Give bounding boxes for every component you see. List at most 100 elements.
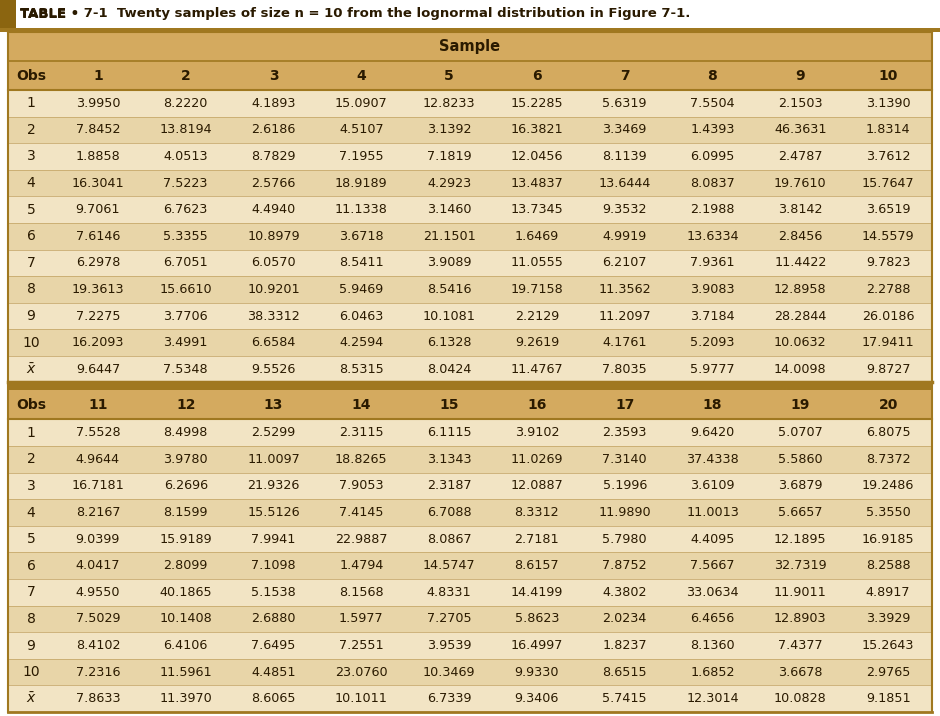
- Bar: [8, 223, 932, 250]
- Text: 1: 1: [26, 426, 36, 440]
- Text: 1.4794: 1.4794: [339, 559, 384, 572]
- Text: 17.9411: 17.9411: [862, 336, 915, 349]
- Text: 2.1988: 2.1988: [690, 203, 735, 216]
- Text: 8.5315: 8.5315: [339, 363, 384, 376]
- Text: 5: 5: [26, 532, 36, 546]
- Text: 2.8099: 2.8099: [164, 559, 208, 572]
- Text: 6.0995: 6.0995: [690, 150, 735, 163]
- Text: 38.3312: 38.3312: [247, 309, 300, 322]
- Text: 5.8623: 5.8623: [515, 612, 559, 626]
- Text: 9.7061: 9.7061: [75, 203, 120, 216]
- Text: 6.2696: 6.2696: [164, 480, 208, 493]
- Text: 2.9765: 2.9765: [866, 666, 910, 679]
- Text: 23.0760: 23.0760: [335, 666, 387, 679]
- Text: 8.1599: 8.1599: [164, 506, 208, 519]
- Text: 11.4422: 11.4422: [775, 256, 826, 269]
- Text: 11.3562: 11.3562: [599, 283, 651, 296]
- Text: 5.7415: 5.7415: [603, 692, 647, 705]
- Text: 8.0424: 8.0424: [427, 363, 471, 376]
- Bar: [8, 250, 932, 276]
- Text: 2: 2: [26, 123, 36, 137]
- Text: 2.8456: 2.8456: [778, 230, 822, 243]
- Text: 20: 20: [878, 398, 898, 412]
- Text: 4.0417: 4.0417: [75, 559, 120, 572]
- Text: 8.1139: 8.1139: [603, 150, 647, 163]
- Text: 7.8752: 7.8752: [603, 559, 647, 572]
- Text: 12: 12: [176, 398, 196, 412]
- Text: 11.4767: 11.4767: [510, 363, 563, 376]
- Text: 8.4998: 8.4998: [164, 426, 208, 440]
- Text: 13.6334: 13.6334: [686, 230, 739, 243]
- Text: 9.3406: 9.3406: [515, 692, 559, 705]
- Text: 10.8979: 10.8979: [247, 230, 300, 243]
- Text: 11.2097: 11.2097: [599, 309, 651, 322]
- Text: 4.4095: 4.4095: [690, 533, 735, 546]
- Text: 10: 10: [878, 69, 898, 82]
- Text: 8: 8: [26, 612, 36, 626]
- Text: 19.2486: 19.2486: [862, 480, 915, 493]
- Text: 4.8917: 4.8917: [866, 586, 910, 599]
- Text: 3.6879: 3.6879: [778, 480, 822, 493]
- Bar: [8, 61, 932, 90]
- Text: 2.5299: 2.5299: [251, 426, 295, 440]
- Text: 3.4991: 3.4991: [164, 336, 208, 349]
- Text: 3.1460: 3.1460: [427, 203, 471, 216]
- Text: 2.3593: 2.3593: [603, 426, 647, 440]
- Text: 4.9644: 4.9644: [76, 453, 120, 466]
- Text: 7.8633: 7.8633: [75, 692, 120, 705]
- Bar: [8, 356, 932, 382]
- Text: 9.2619: 9.2619: [515, 336, 559, 349]
- Text: 3.6519: 3.6519: [866, 203, 910, 216]
- Text: 8.5416: 8.5416: [427, 283, 471, 296]
- Text: 37.4338: 37.4338: [686, 453, 739, 466]
- Text: 9.6420: 9.6420: [690, 426, 735, 440]
- Text: 8.4102: 8.4102: [75, 639, 120, 652]
- Bar: [8, 659, 932, 685]
- Text: 5.6319: 5.6319: [603, 97, 647, 110]
- Text: 16: 16: [527, 398, 546, 412]
- Text: 2.6186: 2.6186: [251, 123, 296, 136]
- Text: 9.8727: 9.8727: [866, 363, 910, 376]
- Text: 3.9539: 3.9539: [427, 639, 471, 652]
- Text: 5.3550: 5.3550: [866, 506, 911, 519]
- Text: 8.2167: 8.2167: [75, 506, 120, 519]
- Text: 3: 3: [269, 69, 278, 82]
- Bar: [8, 196, 932, 223]
- Text: 9.7823: 9.7823: [866, 256, 910, 269]
- Text: 9: 9: [795, 69, 806, 82]
- Text: 5: 5: [445, 69, 454, 82]
- Bar: [8, 446, 932, 473]
- Text: 6.7051: 6.7051: [164, 256, 208, 269]
- Text: 19: 19: [791, 398, 810, 412]
- Text: 3.9083: 3.9083: [690, 283, 735, 296]
- Text: 8.1568: 8.1568: [339, 586, 384, 599]
- Text: 4.3802: 4.3802: [603, 586, 647, 599]
- Text: 2.6880: 2.6880: [251, 612, 296, 626]
- Text: 46.3631: 46.3631: [774, 123, 826, 136]
- Text: Obs: Obs: [16, 69, 46, 82]
- Text: 6.8075: 6.8075: [866, 426, 911, 440]
- Bar: [8, 632, 932, 659]
- Text: 7.5348: 7.5348: [164, 363, 208, 376]
- Text: 7.4377: 7.4377: [778, 639, 822, 652]
- Bar: [8, 303, 932, 329]
- Text: 7.6146: 7.6146: [76, 230, 120, 243]
- Text: 3.1390: 3.1390: [866, 97, 911, 110]
- Bar: [8, 526, 932, 553]
- Text: 11.0269: 11.0269: [510, 453, 563, 466]
- Text: 7.2705: 7.2705: [427, 612, 472, 626]
- Text: 5.1538: 5.1538: [251, 586, 296, 599]
- Text: 10.0632: 10.0632: [774, 336, 826, 349]
- Text: 5.1996: 5.1996: [603, 480, 647, 493]
- Text: 8.3312: 8.3312: [514, 506, 559, 519]
- Text: 21.9326: 21.9326: [247, 480, 300, 493]
- Text: 40.1865: 40.1865: [160, 586, 212, 599]
- Text: 11.1338: 11.1338: [335, 203, 387, 216]
- Text: 9.3532: 9.3532: [603, 203, 647, 216]
- Text: 12.8958: 12.8958: [774, 283, 826, 296]
- Text: 5.0707: 5.0707: [778, 426, 822, 440]
- Text: 1.6469: 1.6469: [515, 230, 559, 243]
- Text: 10.0828: 10.0828: [774, 692, 826, 705]
- Text: $\bar{x}$: $\bar{x}$: [25, 691, 37, 706]
- Text: 3.8142: 3.8142: [778, 203, 822, 216]
